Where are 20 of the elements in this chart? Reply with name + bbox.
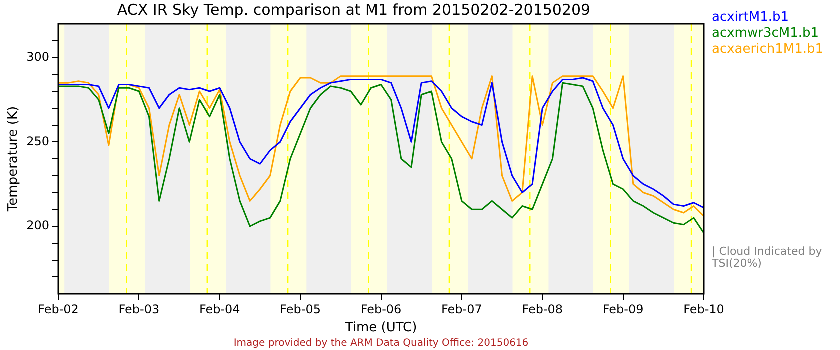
x-tick-label: Feb-04 [199,302,240,316]
x-tick-label: Feb-07 [442,302,482,316]
text: acxaerich1M1.b1 [712,42,824,58]
x-tick-label: Feb-06 [360,302,402,316]
text: Image provided by the ARM Data Quality Office: 20150616 [234,338,529,349]
text: acxmwr3cM1.b1 [712,26,820,42]
y-tick-label: 200 [26,218,50,233]
x-tick-label: Feb-02 [38,302,79,316]
x-tick-label: Feb-05 [280,302,321,316]
y-tick-label: 300 [26,50,50,64]
x-tick-label: Feb-08 [522,302,564,316]
text: | Cloud Indicated by TSI(20%) [712,245,824,270]
y-tick-label: 250 [26,134,50,148]
x-tick-label: Feb-03 [118,302,160,316]
chart-title: ACX IR Sky Temp. comparison at M1 from 20150202-20150209 [117,0,591,19]
x-axis-title: Time (UTC) [344,320,418,336]
text: acxirtM1.b1 [712,10,790,26]
x-tick-label: Feb-10 [684,302,724,316]
x-tick-label: Feb-09 [602,302,644,316]
y-axis-title: Temperature (K) [6,106,22,213]
